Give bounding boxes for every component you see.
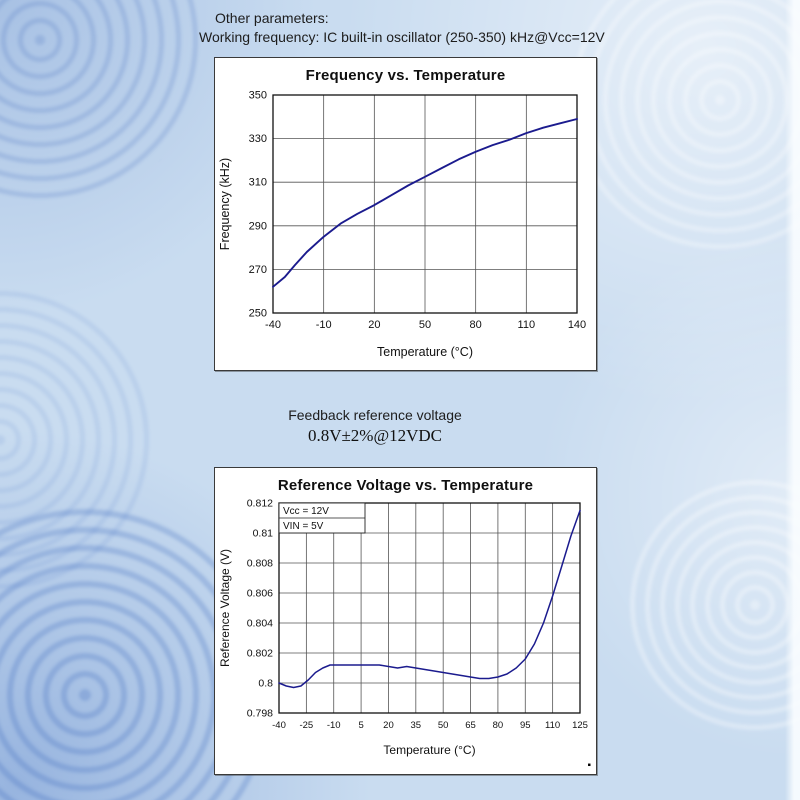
svg-text:0.804: 0.804 <box>247 618 273 630</box>
svg-text:20: 20 <box>368 319 380 331</box>
page-right-edge-strip <box>785 0 800 800</box>
svg-text:Reference Voltage (V): Reference Voltage (V) <box>218 549 232 667</box>
svg-text:-40: -40 <box>265 319 281 331</box>
svg-text:140: 140 <box>568 319 586 331</box>
svg-text:0.798: 0.798 <box>247 708 273 720</box>
background-swirl-top-left <box>0 0 210 210</box>
svg-text:80: 80 <box>470 319 482 331</box>
svg-text:270: 270 <box>249 264 267 276</box>
svg-text:-25: -25 <box>299 720 313 731</box>
svg-text:20: 20 <box>383 720 394 731</box>
reference-voltage-vs-temperature-chart: -40 -25 -10 5 20 35 50 65 80 95 110 125 0.798 0.8 0.80… <box>218 498 588 758</box>
svg-text:290: 290 <box>249 220 267 232</box>
working-frequency-text: Working frequency: IC built-in oscillato… <box>199 29 605 45</box>
frequency-vs-temperature-chart: -40 -10 20 50 80 110 140 250 270 290 310 330 350 Temp… <box>218 90 586 360</box>
svg-text:35: 35 <box>411 720 422 731</box>
voltage-chart-title: Reference Voltage vs. Temperature <box>277 477 534 494</box>
background-swirl-right <box>620 470 800 740</box>
svg-text:VIN = 5V: VIN = 5V <box>283 521 324 532</box>
svg-text:110: 110 <box>545 720 560 731</box>
svg-text:330: 330 <box>249 133 267 145</box>
svg-text:0.81: 0.81 <box>253 528 274 540</box>
corner-mark: ▪ <box>587 760 591 771</box>
svg-text:-10: -10 <box>316 319 332 331</box>
background-swirl-left <box>0 290 150 590</box>
frequency-chart-title: Frequency vs. Temperature <box>305 67 506 84</box>
svg-text:110: 110 <box>518 319 536 331</box>
svg-text:0.812: 0.812 <box>247 498 273 510</box>
svg-text:50: 50 <box>419 319 431 331</box>
feedback-reference-voltage-label: Feedback reference voltage <box>288 407 462 423</box>
svg-text:0.806: 0.806 <box>247 588 273 600</box>
svg-text:5: 5 <box>358 720 363 731</box>
svg-text:350: 350 <box>249 90 267 102</box>
svg-text:80: 80 <box>493 720 504 731</box>
svg-text:0.8: 0.8 <box>258 678 273 690</box>
svg-text:65: 65 <box>465 720 476 731</box>
svg-text:-10: -10 <box>327 720 341 731</box>
feedback-reference-voltage-value: 0.8V±2%@12VDC <box>307 426 443 445</box>
svg-text:Temperature (°C): Temperature (°C) <box>383 743 475 757</box>
svg-text:-40: -40 <box>272 720 286 731</box>
frequency-chart-card: Frequency vs. Temperature -40 -10 20 50 80 11… <box>214 57 597 371</box>
svg-text:0.808: 0.808 <box>247 558 273 570</box>
svg-text:Vcc = 12V: Vcc = 12V <box>283 506 329 517</box>
other-parameters-label: Other parameters: <box>215 10 329 26</box>
svg-text:0.802: 0.802 <box>247 648 273 660</box>
svg-text:50: 50 <box>438 720 449 731</box>
svg-text:95: 95 <box>520 720 531 731</box>
svg-text:Temperature (°C): Temperature (°C) <box>377 345 473 359</box>
svg-text:125: 125 <box>572 720 588 731</box>
svg-text:Frequency (kHz): Frequency (kHz) <box>218 158 232 250</box>
svg-text:250: 250 <box>249 308 267 320</box>
svg-text:310: 310 <box>249 177 267 189</box>
voltage-chart-card: Reference Voltage vs. Temperature -40 -25… <box>214 467 597 775</box>
